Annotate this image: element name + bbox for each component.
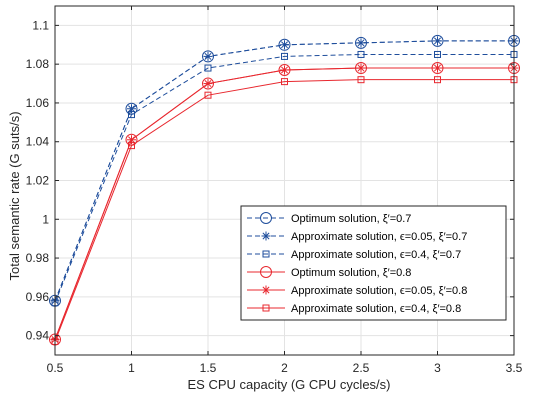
y-tick-label: 1 bbox=[42, 212, 49, 226]
x-tick-label: 0.5 bbox=[47, 361, 64, 375]
x-tick-label: 2 bbox=[281, 361, 288, 375]
legend-swatch-marker bbox=[262, 250, 270, 258]
series-5-point bbox=[356, 63, 366, 73]
legend-label: Approximate solution, ϵ=0.05, ξ′=0.8 bbox=[291, 285, 467, 297]
series-3-point bbox=[434, 50, 441, 58]
axis-ticks: 0.5 1 1.5 2 2.5 3 3.5 0.94 0.96 0.98 1 1.02 1.04 1.06… bbox=[26, 6, 523, 375]
y-tick-label: 0.96 bbox=[26, 290, 50, 304]
x-tick-label: 1.5 bbox=[200, 361, 217, 375]
series-5-point bbox=[203, 79, 213, 89]
series-6-point bbox=[281, 78, 288, 86]
series-6-point bbox=[128, 142, 135, 150]
series-6-point bbox=[357, 76, 365, 84]
series-3-point bbox=[128, 111, 135, 119]
y-tick-label: 1.02 bbox=[26, 174, 50, 188]
x-tick-label: 2.5 bbox=[353, 361, 370, 375]
series-2-point bbox=[433, 36, 442, 46]
series-1-point bbox=[278, 38, 291, 51]
y-axis-label: Total semantic rate (G suts/s) bbox=[7, 111, 22, 280]
legend-label: Approximate solution, ϵ=0.4, ξ′=0.7 bbox=[291, 249, 461, 261]
legend-label: Optimum solution, ξ′=0.7 bbox=[291, 213, 411, 225]
series-6-point bbox=[204, 91, 212, 99]
series-6-point bbox=[434, 76, 441, 84]
y-tick-label: 0.98 bbox=[26, 251, 50, 265]
x-tick-label: 3.5 bbox=[506, 361, 523, 375]
x-tick-label: 3 bbox=[434, 361, 441, 375]
legend-swatch-marker bbox=[262, 304, 270, 312]
y-tick-label: 1.08 bbox=[26, 57, 50, 71]
series-3-point bbox=[281, 52, 288, 60]
series-5-point bbox=[433, 63, 442, 73]
y-tick-label: 1.1 bbox=[32, 18, 49, 32]
legend-swatch-marker bbox=[261, 285, 271, 295]
legend-swatch-marker bbox=[260, 212, 272, 224]
series-3-point bbox=[357, 50, 365, 58]
x-axis-label: ES CPU capacity (G CPU cycles/s) bbox=[188, 377, 391, 392]
series-1-point bbox=[202, 50, 214, 63]
series-line-3 bbox=[54, 53, 514, 303]
legend-label: Optimum solution, ξ′=0.8 bbox=[291, 267, 411, 279]
series-3-point bbox=[204, 64, 212, 72]
series-lines bbox=[49, 34, 520, 346]
series-line-6 bbox=[54, 79, 514, 342]
legend: Optimum solution, ξ′=0.7 Approximate solu… bbox=[240, 205, 507, 321]
series-5-point bbox=[280, 65, 289, 75]
legend-label: Approximate solution, ϵ=0.4, ξ′=0.8 bbox=[291, 303, 461, 315]
legend-swatch-marker bbox=[260, 266, 272, 278]
x-tick-label: 1 bbox=[128, 361, 135, 375]
y-tick-label: 1.06 bbox=[26, 96, 50, 110]
series-4-point bbox=[202, 77, 214, 90]
legend-label: Approximate solution, ϵ=0.05, ξ′=0.7 bbox=[291, 231, 467, 243]
legend-box bbox=[240, 205, 507, 321]
series-2-point bbox=[203, 51, 213, 61]
series-2-point bbox=[280, 40, 289, 50]
y-tick-label: 0.94 bbox=[26, 329, 50, 343]
series-2-point bbox=[356, 38, 366, 48]
y-tick-label: 1.04 bbox=[26, 135, 50, 149]
legend-swatch-marker bbox=[261, 231, 271, 241]
